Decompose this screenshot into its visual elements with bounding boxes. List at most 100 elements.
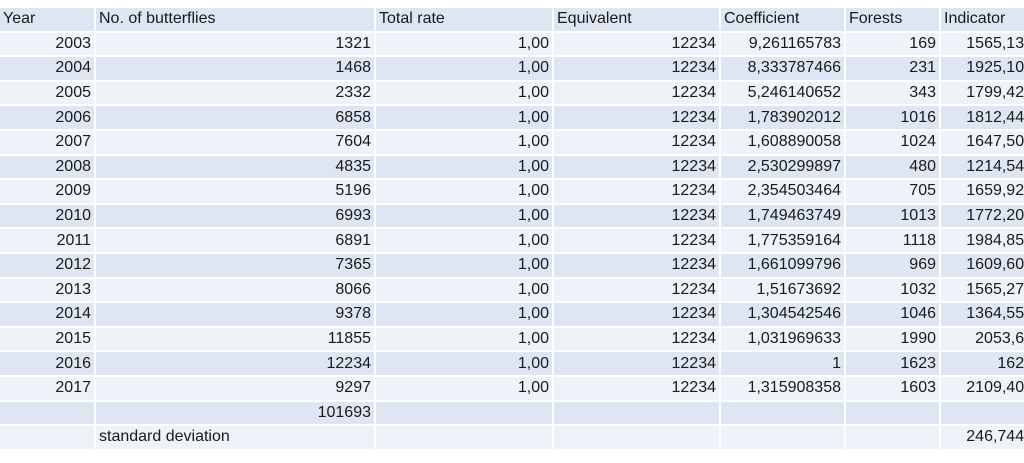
cell-equivalent: 12234 [554, 57, 719, 80]
cell-coefficient: 1,031969633 [721, 327, 844, 351]
cell-indicator: 1799,426 [941, 81, 1024, 105]
cell-total-rate: 1,00 [376, 303, 552, 326]
cell-forests: 1032 [846, 278, 939, 302]
header-cell-year: Year [0, 8, 94, 31]
total-butterflies-cell: 101693 [96, 401, 374, 425]
cell-year: 2012 [0, 253, 94, 277]
cell-indicator: 1647,503 [941, 130, 1024, 154]
cell-coefficient: 2,530299897 [721, 155, 844, 179]
cell-total-rate: 1,00 [376, 376, 552, 400]
cell-butterflies: 1468 [96, 57, 374, 80]
cell-year: 2015 [0, 327, 94, 351]
cell-year: 2014 [0, 303, 94, 326]
cell-equivalent: 12234 [554, 278, 719, 302]
cell-indicator: 1772,207 [941, 204, 1024, 228]
cell-total-rate: 1,00 [376, 180, 552, 203]
cell-coefficient: 1 [721, 352, 844, 375]
cell-equivalent: 12234 [554, 81, 719, 105]
cell-total-rate: 1,00 [376, 57, 552, 80]
cell-year: 2013 [0, 278, 94, 302]
cell-equivalent: 12234 [554, 106, 719, 129]
cell-butterflies: 9378 [96, 303, 374, 326]
cell-indicator: 2053,62 [941, 327, 1024, 351]
cell-indicator: 1925,105 [941, 57, 1024, 80]
cell-butterflies: 7604 [96, 130, 374, 154]
cell-forests: 1118 [846, 229, 939, 252]
cell-coefficient: 1,775359164 [721, 229, 844, 252]
empty-cell [846, 401, 939, 425]
cell-equivalent: 12234 [554, 204, 719, 228]
total-row: 101693 [0, 401, 1024, 425]
cell-indicator: 1812,444 [941, 106, 1024, 129]
cell-forests: 343 [846, 81, 939, 105]
header-cell-indicator: Indicator [941, 8, 1024, 31]
cell-forests: 705 [846, 180, 939, 203]
empty-cell [941, 401, 1024, 425]
empty-cell [376, 401, 552, 425]
cell-forests: 1016 [846, 106, 939, 129]
cell-indicator: 1623 [941, 352, 1024, 375]
cell-indicator: 2109,401 [941, 376, 1024, 400]
cell-butterflies: 8066 [96, 278, 374, 302]
cell-equivalent: 12234 [554, 303, 719, 326]
cell-total-rate: 1,00 [376, 253, 552, 277]
empty-cell [0, 401, 94, 425]
cell-forests: 1046 [846, 303, 939, 326]
empty-cell [721, 426, 844, 449]
cell-forests: 169 [846, 32, 939, 56]
header-cell-butterflies: No. of butterflies [96, 8, 374, 31]
cell-coefficient: 5,246140652 [721, 81, 844, 105]
cell-year: 2004 [0, 57, 94, 80]
cell-forests: 1623 [846, 352, 939, 375]
cell-equivalent: 12234 [554, 229, 719, 252]
empty-cell [554, 426, 719, 449]
cell-forests: 969 [846, 253, 939, 277]
cell-total-rate: 1,00 [376, 327, 552, 351]
cell-coefficient: 9,261165783 [721, 32, 844, 56]
cell-equivalent: 12234 [554, 130, 719, 154]
cell-butterflies: 11855 [96, 327, 374, 351]
cell-butterflies: 9297 [96, 376, 374, 400]
cell-equivalent: 12234 [554, 327, 719, 351]
cell-year: 2016 [0, 352, 94, 375]
header-cell-forests: Forests [846, 8, 939, 31]
cell-year: 2009 [0, 180, 94, 203]
cell-butterflies: 7365 [96, 253, 374, 277]
header-cell-coefficient: Coefficient [721, 8, 844, 31]
cell-coefficient: 1,608890058 [721, 130, 844, 154]
cell-coefficient: 1,315908358 [721, 376, 844, 400]
cell-butterflies: 4835 [96, 155, 374, 179]
stddev-value: 246,7447 [941, 426, 1024, 449]
cell-year: 2017 [0, 376, 94, 400]
cell-forests: 1024 [846, 130, 939, 154]
empty-cell [554, 401, 719, 425]
cell-butterflies: 6858 [96, 106, 374, 129]
header-cell-total-rate: Total rate [376, 8, 552, 31]
cell-forests: 231 [846, 57, 939, 80]
spreadsheet: Year No. of butterflies Total rate Equiv… [0, 6, 1024, 451]
cell-indicator: 1609,606 [941, 253, 1024, 277]
cell-equivalent: 12234 [554, 155, 719, 179]
header-row: Year No. of butterflies Total rate Equiv… [0, 8, 1024, 31]
cell-coefficient: 1,783902012 [721, 106, 844, 129]
cell-butterflies: 6891 [96, 229, 374, 252]
cell-coefficient: 1,749463749 [721, 204, 844, 228]
cell-total-rate: 1,00 [376, 352, 552, 375]
empty-cell [721, 401, 844, 425]
cell-year: 2003 [0, 32, 94, 56]
cell-butterflies: 12234 [96, 352, 374, 375]
cell-indicator: 1214,544 [941, 155, 1024, 179]
cell-forests: 1990 [846, 327, 939, 351]
